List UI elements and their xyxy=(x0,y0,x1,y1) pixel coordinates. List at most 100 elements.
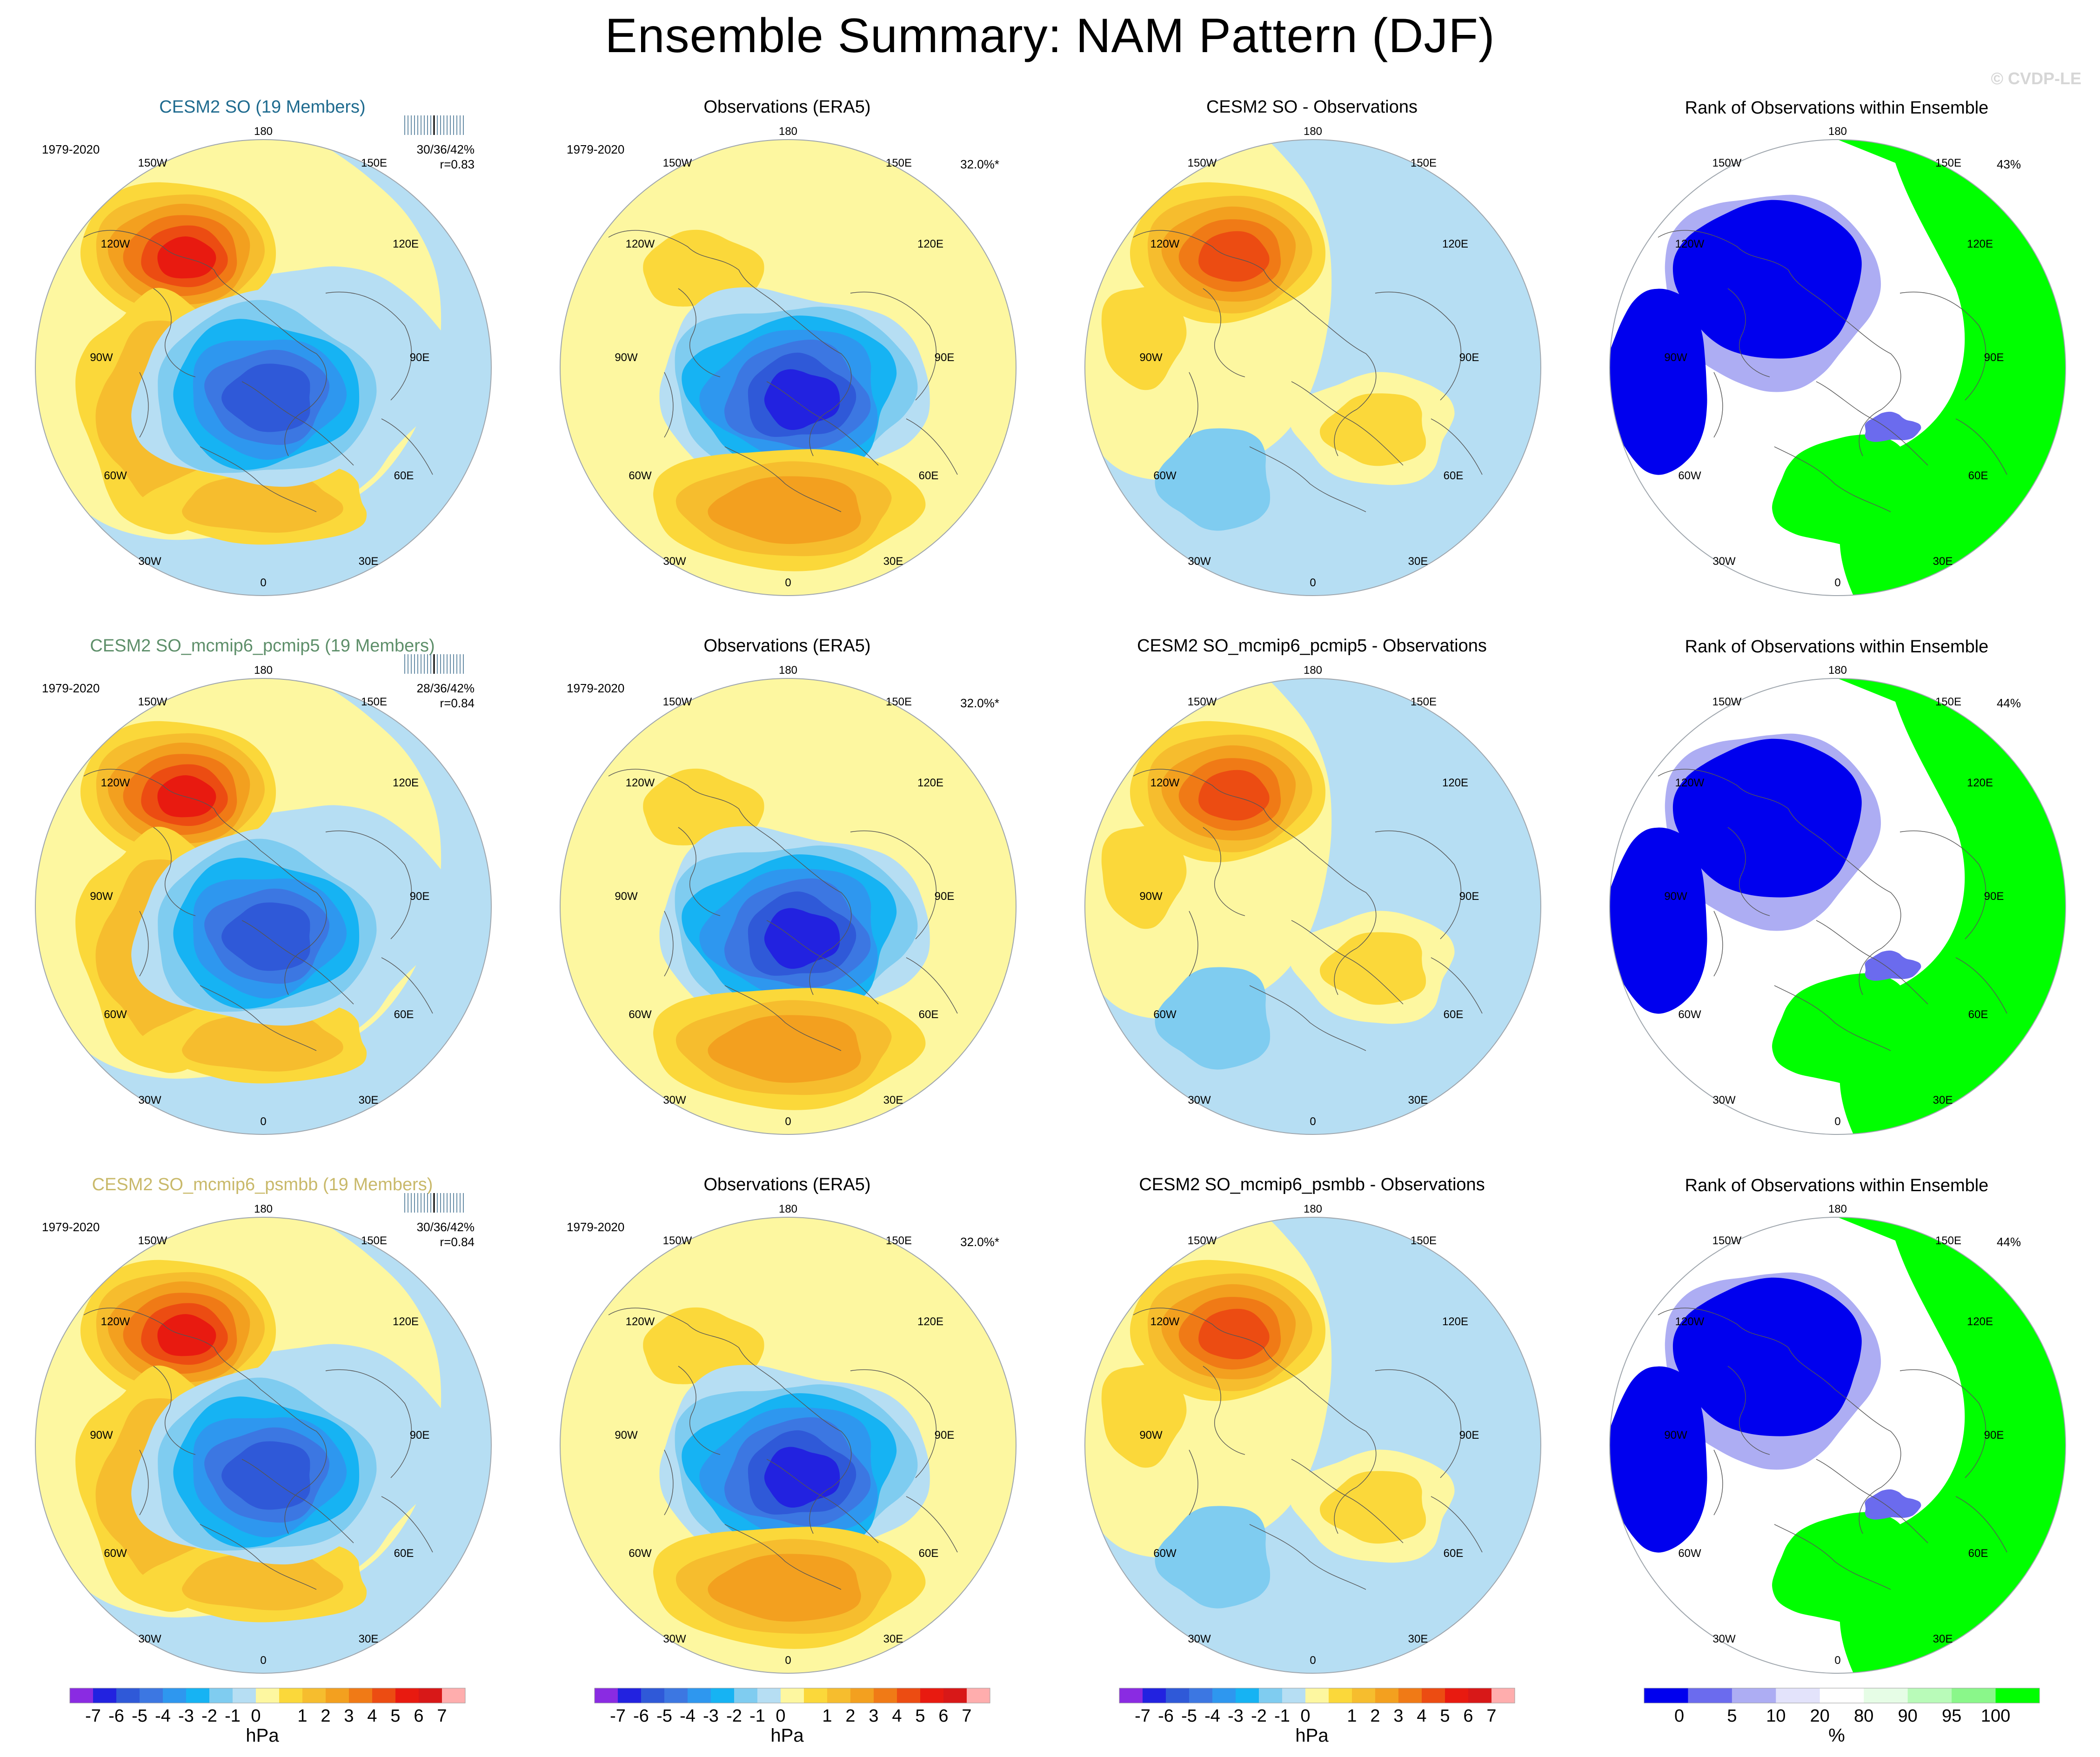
longitude-label: 120W xyxy=(626,1315,655,1328)
field-layer xyxy=(1610,678,2066,1134)
panel-title: Rank of Observations within Ensemble xyxy=(1685,98,1989,118)
coastline xyxy=(724,446,842,512)
coastline xyxy=(724,1524,842,1590)
field-layer xyxy=(1610,1217,2066,1673)
colorbar-tick-label: 0 xyxy=(251,1706,261,1726)
longitude-label: 180 xyxy=(779,125,797,138)
map-panel-model: CESM2 SO_mcmip6_psmbb (19 Members) 180 150… xyxy=(0,1171,525,1710)
colorbar-tick-label: -3 xyxy=(178,1706,194,1726)
atlantic-high-contour xyxy=(708,476,861,544)
longitude-label: 0 xyxy=(1834,577,1840,589)
colorbar-swatch xyxy=(967,1688,990,1703)
map-panel-obs: Observations (ERA5) 180 150E 120E 90E 60E 30E 0… xyxy=(525,632,1050,1171)
longitude-label: 60W xyxy=(629,1008,652,1021)
longitude-label: 60W xyxy=(104,469,127,482)
field-layer xyxy=(35,140,491,596)
coastline xyxy=(1955,418,2007,475)
pacific-high-contour xyxy=(643,768,764,845)
coastline xyxy=(260,311,327,456)
longitude-label: 150W xyxy=(663,1234,692,1247)
colorbar-swatch xyxy=(1445,1688,1469,1703)
longitude-label: 30E xyxy=(359,1094,379,1107)
coastline xyxy=(381,418,433,475)
colorbar-swatch xyxy=(140,1688,163,1703)
longitude-label: 120E xyxy=(1967,777,1993,789)
colorbar-swatch xyxy=(1259,1688,1283,1703)
longitude-label: 120E xyxy=(1442,777,1468,789)
percent-label: 32.0%* xyxy=(960,157,999,171)
longitude-label: 90E xyxy=(1459,351,1479,364)
longitude-label: 60W xyxy=(1153,1008,1177,1021)
eurasia-high-contour xyxy=(1319,932,1426,1005)
polar-map: 180 150E 120E 90E 60E 30E 0 30W 60W 90W 120W 150W xyxy=(1084,125,1541,596)
coastline xyxy=(1203,288,1245,377)
colorbar-swatch xyxy=(256,1688,280,1703)
longitude-label: 0 xyxy=(1310,1115,1316,1128)
polar-map: 180 150E 120E 90E 60E 30E 0 30W 60W 90W 120W 150W 19… xyxy=(560,125,1017,596)
longitude-label: 30E xyxy=(1408,1094,1428,1107)
coastline xyxy=(1133,230,1311,312)
panel-title: CESM2 SO (19 Members) xyxy=(159,97,366,117)
coastline xyxy=(1133,1308,1311,1390)
coastline xyxy=(1658,230,1835,312)
longitude-label: 150E xyxy=(361,1234,387,1247)
polar-map: 180 150E 120E 90E 60E 30E 0 30W 60W 90W 120W 150W 19… xyxy=(35,1193,492,1674)
coastline-overlay xyxy=(1133,230,1483,512)
colorbar-tick-label: 80 xyxy=(1854,1706,1873,1726)
coastline xyxy=(608,769,786,851)
rank-lowest-region xyxy=(1610,288,1707,475)
pattern-stats: 30/36/42% xyxy=(417,142,475,156)
coastline xyxy=(1774,1524,1891,1590)
longitude-label: 30W xyxy=(1712,1633,1736,1645)
longitude-label: 180 xyxy=(254,1203,273,1215)
map-border xyxy=(560,678,1017,1135)
colorbar-swatch xyxy=(850,1688,874,1703)
map-border xyxy=(35,678,492,1135)
period-label: 1979-2020 xyxy=(42,142,100,156)
panel-title: Observations (ERA5) xyxy=(703,636,871,656)
longitude-label: 150E xyxy=(361,696,387,708)
colorbar-tick-label: 5 xyxy=(390,1706,400,1726)
colorbar-frame xyxy=(1644,1688,2040,1703)
map-panel-rank: Rank of Observations within Ensemble 180 1… xyxy=(1574,632,2099,1171)
longitude-label: 150E xyxy=(1411,1234,1437,1247)
colorbar-swatch xyxy=(1305,1688,1329,1703)
colorbar-swatch xyxy=(1329,1688,1352,1703)
longitude-label: 150W xyxy=(138,696,167,708)
longitude-label: 90E xyxy=(1984,890,2004,903)
colorbar-unit: % xyxy=(1828,1725,1845,1746)
longitude-label: 30W xyxy=(1188,555,1211,568)
coastline xyxy=(785,311,852,456)
panel-title: Observations (ERA5) xyxy=(703,1175,871,1194)
rank-lowest-region xyxy=(1610,827,1707,1014)
longitude-label: 90W xyxy=(1139,1429,1163,1442)
colorbar-frame xyxy=(1119,1688,1515,1703)
map-border xyxy=(1609,678,2066,1135)
coastline xyxy=(850,830,937,939)
longitude-label: 120E xyxy=(1967,238,1993,250)
colorbar-swatch xyxy=(1143,1688,1166,1703)
low-center-contour xyxy=(221,1441,310,1510)
colorbar-tick-label: 0 xyxy=(1674,1706,1684,1726)
hpa-colorbar: -7 -6 -5 -4 -3 -2 -1 0 1 2 3 4 5 6 7 hPa xyxy=(525,1684,1050,1754)
period-label: 1979-2020 xyxy=(567,142,624,156)
longitude-label: 180 xyxy=(1828,125,1847,138)
colorbar-tick-label: 1 xyxy=(297,1706,307,1726)
polar-map: 180 150E 120E 90E 60E 30E 0 30W 60W 90W 120W 150W 19… xyxy=(560,664,1017,1135)
coastline xyxy=(1431,1496,1483,1553)
colorbar-swatch xyxy=(302,1688,326,1703)
longitude-label: 60E xyxy=(1968,1008,1988,1021)
longitude-label: 150W xyxy=(663,696,692,708)
colorbar-swatch xyxy=(595,1688,618,1703)
panel-title: CESM2 SO_mcmip6_psmbb - Observations xyxy=(1139,1175,1485,1194)
longitude-label: 90E xyxy=(1984,351,2004,364)
longitude-label: 150W xyxy=(138,1234,167,1247)
pacific-high-contour xyxy=(643,1307,764,1384)
longitude-label: 30E xyxy=(1933,1633,1953,1645)
longitude-label: 60W xyxy=(1153,469,1177,482)
field-layer xyxy=(560,1217,1016,1673)
rank-low-region xyxy=(1865,1489,1921,1520)
colorbar-swatch xyxy=(1375,1688,1399,1703)
colorbar-swatch xyxy=(116,1688,140,1703)
colorbar-swatch xyxy=(943,1688,967,1703)
